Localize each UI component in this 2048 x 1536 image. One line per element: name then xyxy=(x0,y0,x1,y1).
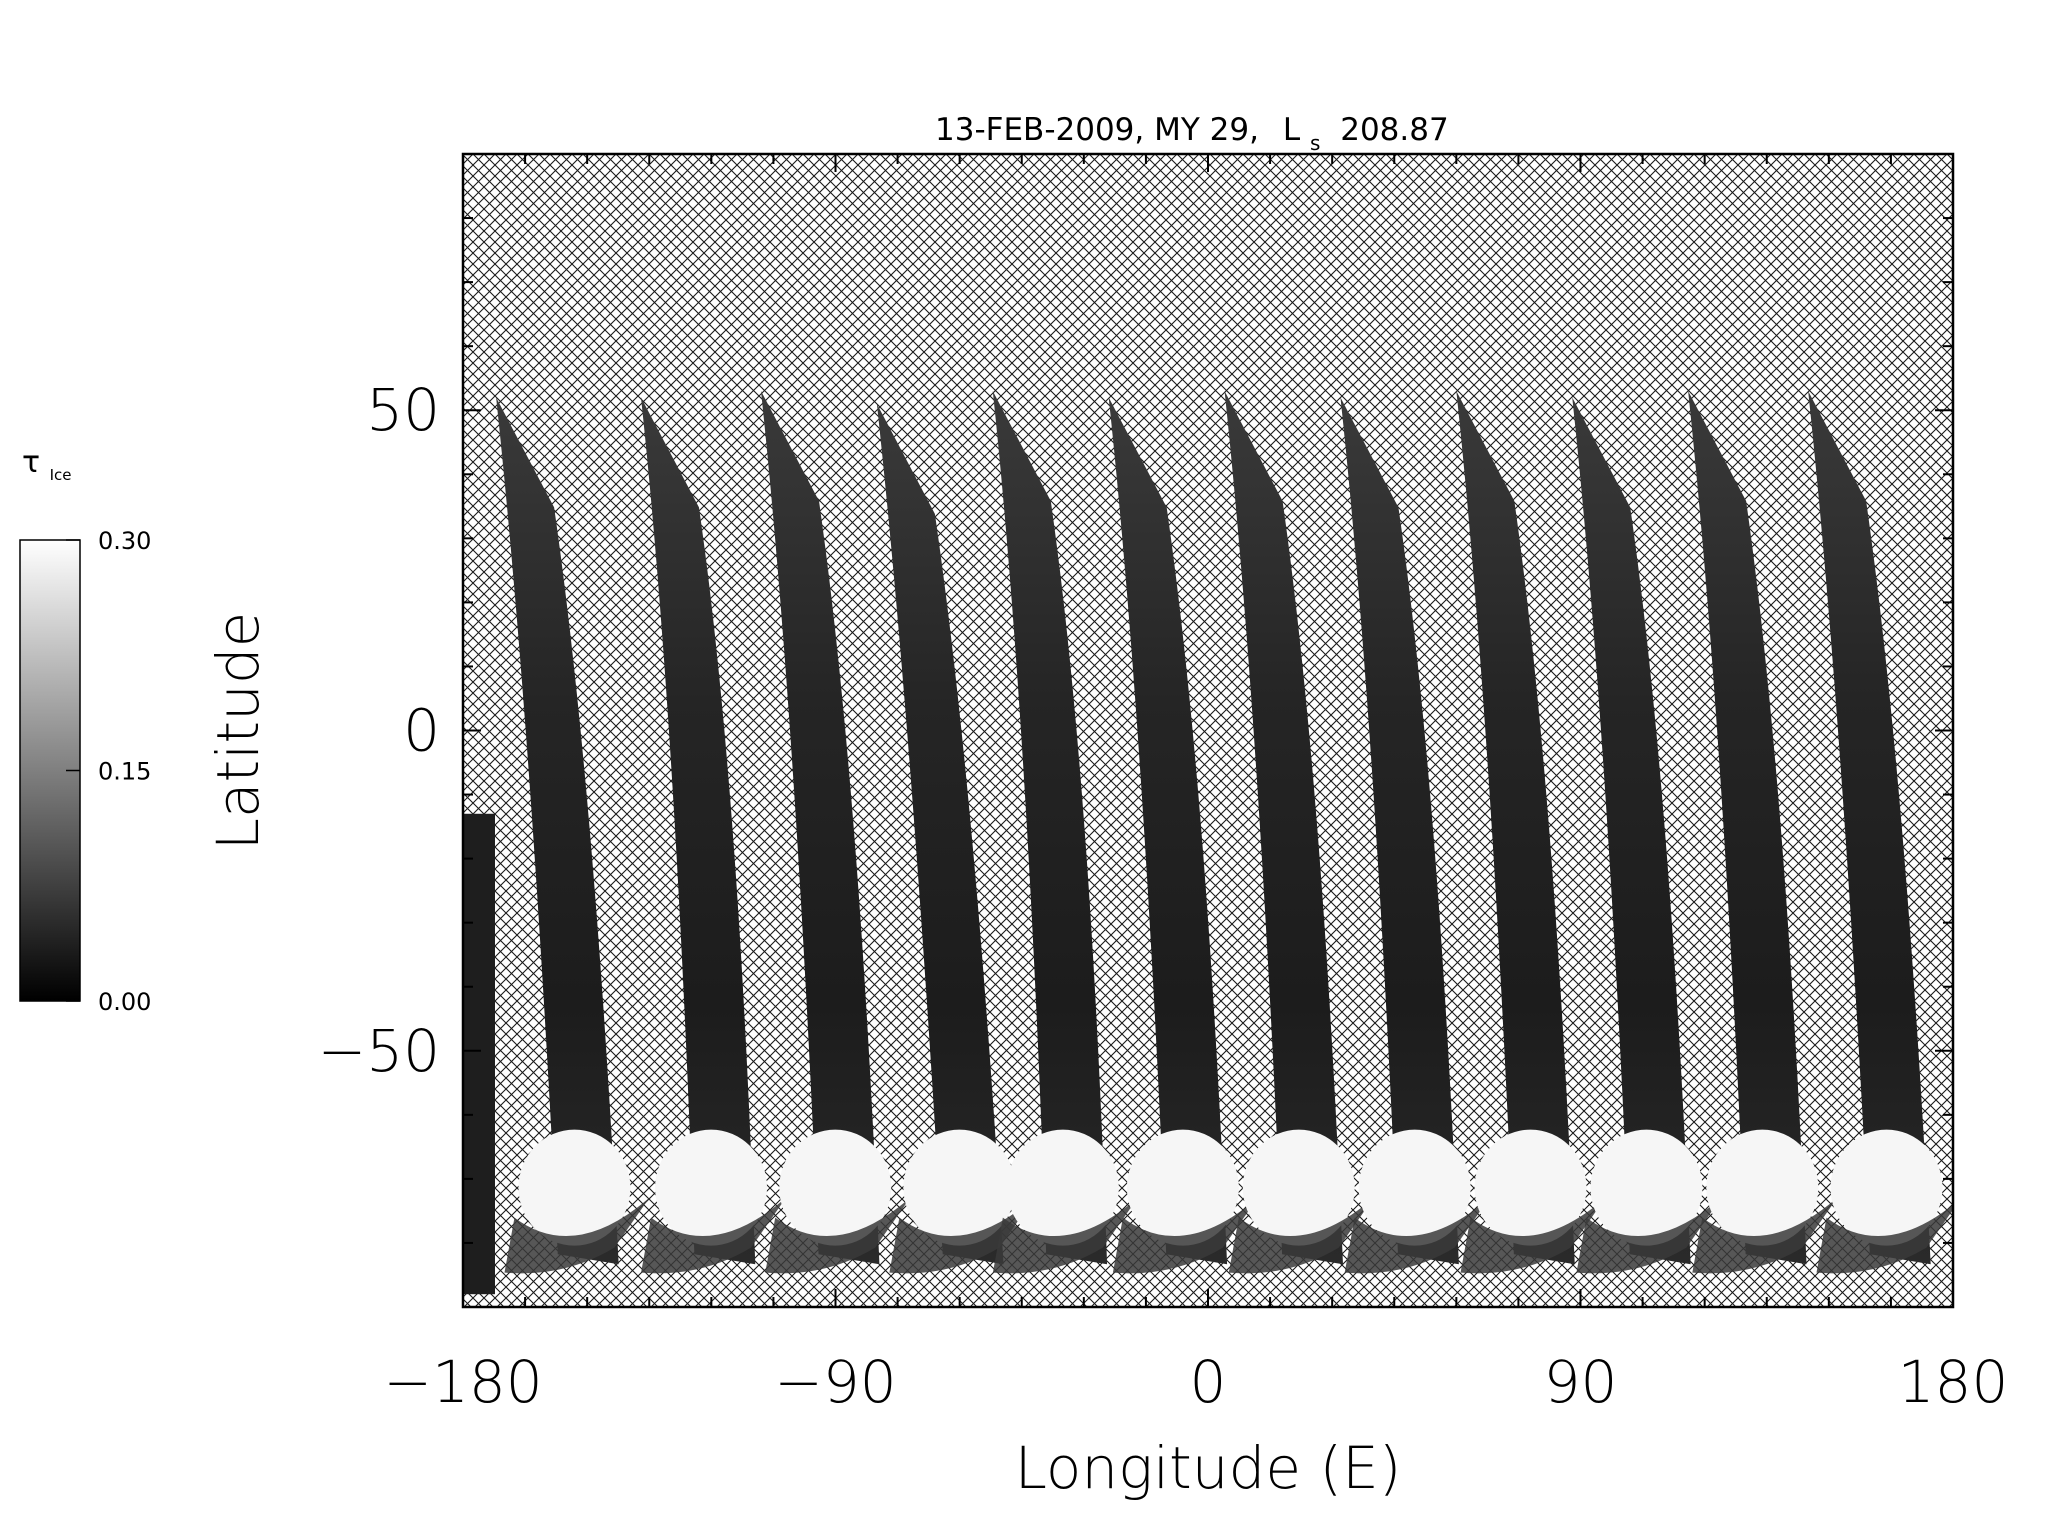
title-ls-sub: s xyxy=(1310,131,1320,155)
polar-cap-7 xyxy=(1242,1129,1355,1246)
minor-ticks xyxy=(462,153,1954,1308)
swath-5 xyxy=(992,391,1108,1265)
polar-cap-1 xyxy=(518,1129,631,1246)
swath-edge-left xyxy=(463,813,495,1295)
polar-cap-tail-1 xyxy=(504,1197,650,1274)
colorbar: τ Ice 0.30 0.15 0.00 xyxy=(19,445,151,1016)
polar-cap-tail-12 xyxy=(1816,1204,1953,1274)
polar-cap-tail-7 xyxy=(1228,1197,1374,1274)
swath-1 xyxy=(496,397,619,1265)
polar-cap-2 xyxy=(655,1129,768,1246)
y-axis-title: Latitude xyxy=(204,612,272,851)
swath-9 xyxy=(1456,391,1575,1265)
colorbar-label-symbol: τ xyxy=(22,445,40,480)
y-tick-label: 50 xyxy=(366,376,440,444)
plot-area xyxy=(463,154,1953,1307)
swath-layer xyxy=(463,391,1931,1295)
polar-cap-tail-11 xyxy=(1692,1197,1838,1274)
swath-10 xyxy=(1572,397,1691,1265)
swath-6 xyxy=(1108,397,1228,1265)
polar-cap-tail-2 xyxy=(641,1197,787,1274)
x-tick-labels: −180 −90 0 90 180 xyxy=(383,1348,2008,1416)
polar-cap-layer xyxy=(504,1129,1953,1274)
x-tick-label: −180 xyxy=(383,1348,542,1416)
swath-12 xyxy=(1808,391,1931,1265)
swath-3 xyxy=(761,391,880,1265)
swath-4 xyxy=(876,403,1004,1265)
polar-cap-tail-5 xyxy=(992,1197,1138,1274)
colorbar-tick-label: 0.30 xyxy=(98,527,151,555)
colorbar-tick-label: 0.15 xyxy=(98,758,151,786)
y-tick-labels: 50 0 −50 xyxy=(318,376,440,1085)
y-tick-label: 0 xyxy=(403,697,440,765)
title-ls-value: 208.87 xyxy=(1340,112,1448,148)
polar-cap-10 xyxy=(1590,1129,1703,1246)
polar-cap-tail-9 xyxy=(1460,1197,1606,1274)
colorbar-ticks: 0.30 0.15 0.00 xyxy=(66,527,151,1016)
polar-cap-tail-3 xyxy=(765,1197,911,1274)
polar-cap-tail-8 xyxy=(1344,1197,1490,1274)
polar-cap-11 xyxy=(1706,1129,1819,1246)
swath-2 xyxy=(640,397,756,1265)
x-tick-label: 180 xyxy=(1898,1348,2009,1416)
polar-cap-tail-6 xyxy=(1112,1197,1258,1274)
polar-cap-tail-10 xyxy=(1576,1197,1722,1274)
x-axis-title: Longitude (E) xyxy=(1015,1434,1402,1502)
title-date: 13-FEB-2009, MY 29, xyxy=(935,112,1259,148)
polar-cap-tail-4 xyxy=(889,1197,1035,1274)
colorbar-tick-label: 0.00 xyxy=(98,988,151,1016)
x-tick-label: 0 xyxy=(1190,1348,1227,1416)
polar-cap-3 xyxy=(779,1129,892,1246)
polar-cap-6 xyxy=(1126,1129,1239,1246)
polar-cap-8 xyxy=(1358,1129,1471,1246)
colorbar-label-sub: Ice xyxy=(50,466,72,484)
x-tick-label: 90 xyxy=(1544,1348,1618,1416)
y-tick-label: −50 xyxy=(318,1017,440,1085)
colorbar-label: τ Ice xyxy=(22,445,72,484)
polar-cap-12 xyxy=(1830,1129,1943,1246)
swath-8 xyxy=(1340,397,1459,1265)
polar-cap-5 xyxy=(1006,1129,1119,1246)
swath-11 xyxy=(1688,391,1807,1265)
polar-cap-4 xyxy=(903,1129,1016,1246)
x-tick-label: −90 xyxy=(774,1348,896,1416)
title-ls-symbol: L xyxy=(1283,112,1301,148)
chart-title: 13-FEB-2009, MY 29, L s 208.87 xyxy=(935,112,1449,158)
polar-cap-9 xyxy=(1474,1129,1587,1246)
swath-7 xyxy=(1224,391,1343,1265)
